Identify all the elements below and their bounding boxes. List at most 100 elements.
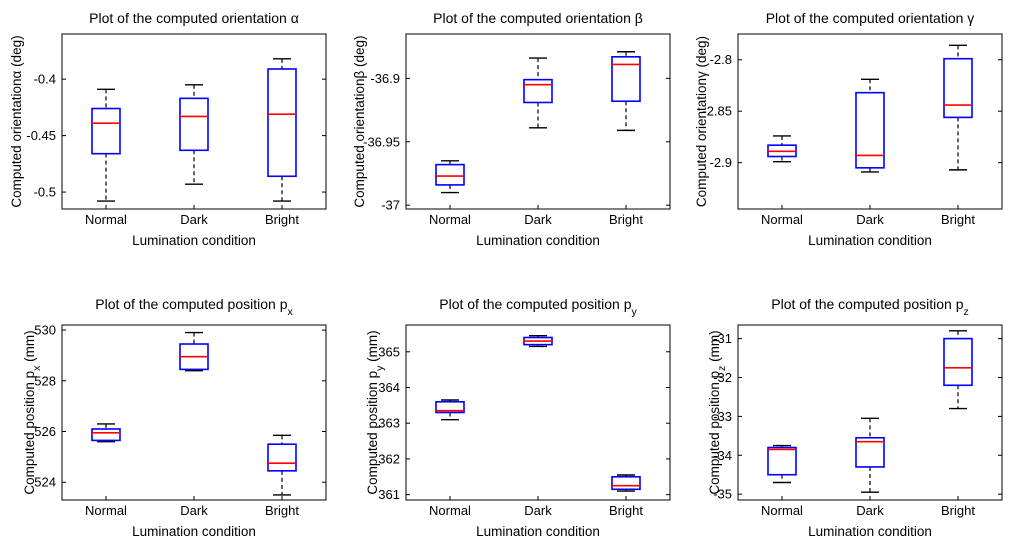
box-dark (179, 331, 209, 372)
y-tick-label: -0.4 (34, 72, 56, 87)
title-text: Plot of the computed orientation (766, 10, 964, 26)
iqr-box (91, 107, 121, 155)
chart-title: Plot of the computed position py (439, 296, 637, 318)
box-normal (91, 423, 121, 443)
y-tick-label: 363 (378, 416, 400, 431)
y-tick-label: -35 (713, 487, 732, 502)
ylabel-symbol: α (9, 71, 24, 79)
ylabel-subscript: x (31, 365, 43, 371)
chart-panel-4: Plot of the computed position px52452652… (22, 296, 327, 539)
x-tick-label: Bright (941, 503, 975, 518)
y-tick-label: 530 (34, 323, 56, 338)
y-tick-label: -0.45 (26, 128, 56, 143)
x-tick-label: Dark (524, 212, 552, 227)
chart-panel-2: Plot of the computed orientation β -37 -36… (352, 10, 671, 248)
box-bright (611, 474, 641, 492)
iqr-box (943, 57, 973, 119)
y-axis-label: Computed position py (mm) (365, 330, 386, 494)
box-normal (91, 88, 121, 202)
y-axis-label: Computed orientationα (deg) (9, 35, 24, 207)
y-tick-label: -2.85 (702, 104, 732, 119)
x-tick-label: Normal (429, 212, 471, 227)
ylabel-text: Computed orientation (9, 79, 24, 208)
y-tick-label: -36.95 (363, 134, 400, 149)
ylabel-unit: (mm) (365, 330, 380, 365)
chart-title: Plot of the computed position px (95, 296, 293, 318)
y-tick-label: 364 (378, 380, 400, 395)
ylabel-unit: (deg) (9, 35, 24, 70)
title-symbol: α (287, 10, 299, 26)
x-tick-label: Dark (180, 503, 208, 518)
x-axis-label: Lumination condition (476, 233, 600, 248)
y-tick-label: 362 (378, 451, 400, 466)
y-tick-label: 528 (34, 373, 56, 388)
iqr-box (91, 428, 121, 442)
y-tick-label: -2.8 (710, 52, 732, 67)
ylabel-subscript: y (374, 365, 386, 371)
x-tick-label: Dark (180, 212, 208, 227)
box-dark (855, 417, 885, 493)
y-tick-label: -31 (713, 331, 732, 346)
x-axis-label: Lumination condition (808, 233, 932, 248)
ylabel-unit: (mm) (22, 330, 37, 365)
title-subscript: z (963, 306, 968, 318)
chart-title: Plot of the computed orientation α (89, 10, 299, 26)
box-bright (943, 44, 973, 171)
x-tick-label: Normal (761, 212, 803, 227)
title-subscript: x (287, 306, 293, 318)
ylabel-symbol: γ (694, 71, 709, 78)
iqr-box (855, 436, 885, 468)
ylabel-text: Computed orientation (352, 78, 367, 207)
title-symbol: γ (963, 10, 974, 26)
ylabel-text: Computed position p (22, 371, 37, 495)
x-axis-label: Lumination condition (132, 524, 256, 539)
y-tick-label: 365 (378, 344, 400, 359)
ylabel-symbol: β (352, 70, 367, 78)
iqr-box (523, 78, 553, 104)
title-subscript: y (631, 306, 637, 318)
iqr-box (267, 68, 297, 178)
chart-panel-1: Plot of the computed orientation α -0.5 -0… (9, 10, 327, 248)
x-tick-label: Normal (85, 212, 127, 227)
title-text: Plot of the computed orientation (89, 10, 287, 26)
box-normal (435, 399, 465, 421)
y-tick-label: -36.9 (370, 71, 400, 86)
x-tick-label: Normal (761, 503, 803, 518)
box-dark (179, 84, 209, 185)
box-normal (767, 444, 797, 484)
y-tick-label: -37 (381, 198, 400, 213)
chart-title: Plot of the computed orientation β (433, 10, 643, 26)
x-tick-label: Dark (524, 503, 552, 518)
box-normal (767, 135, 797, 163)
chart-panel-3: Plot of the computed orientation γ -2.9 -2… (694, 10, 1003, 248)
ylabel-unit: (deg) (352, 35, 367, 70)
box-dark (855, 78, 885, 173)
chart-title: Plot of the computed position pz (771, 296, 968, 318)
box-dark (523, 57, 553, 129)
iqr-box (435, 400, 465, 414)
y-axis-label: Computed orientationβ (deg) (352, 35, 367, 207)
y-tick-label: -2.9 (710, 155, 732, 170)
y-tick-label: 361 (378, 487, 400, 502)
ylabel-unit: (deg) (694, 36, 709, 71)
box-bright (611, 51, 641, 132)
axes-frame (61, 324, 327, 501)
box-bright (943, 330, 973, 410)
x-tick-label: Bright (265, 503, 299, 518)
iqr-box (267, 443, 297, 472)
x-tick-label: Bright (609, 212, 643, 227)
box-bright (267, 58, 297, 202)
title-text: Plot of the computed position p (95, 296, 287, 312)
title-text: Plot of the computed position p (439, 296, 631, 312)
ylabel-text: Computed position p (707, 371, 722, 495)
y-tick-label: -34 (713, 448, 732, 463)
axes-frame (737, 324, 1003, 501)
iqr-box (611, 475, 641, 491)
y-axis-label: Computed orientationγ (deg) (694, 36, 709, 207)
x-axis-label: Lumination condition (476, 524, 600, 539)
y-axis-label: Computed position px (mm) (22, 330, 43, 494)
iqr-box (179, 97, 209, 152)
x-tick-label: Normal (85, 503, 127, 518)
ylabel-subscript: z (716, 366, 728, 371)
